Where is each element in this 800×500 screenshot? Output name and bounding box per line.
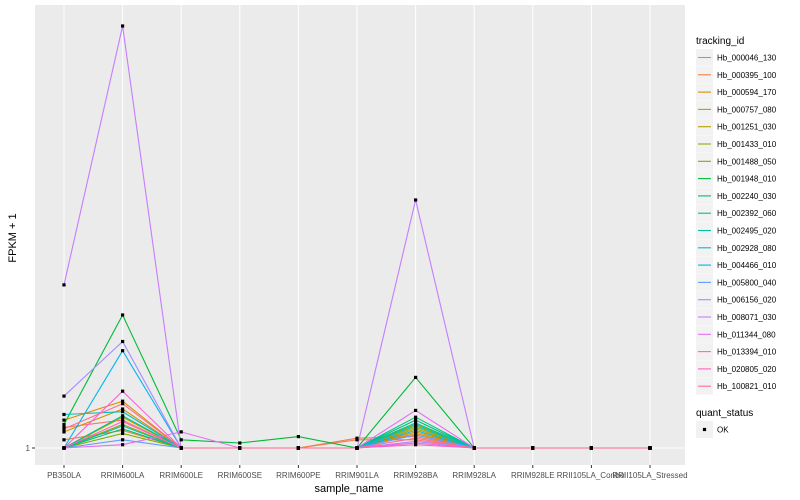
data-point (414, 375, 418, 379)
legend-label: Hb_011344_080 (717, 330, 776, 339)
legend-label: Hb_005800_040 (717, 278, 777, 287)
data-point (121, 24, 125, 28)
data-point (355, 436, 359, 440)
legend-label: Hb_013394_010 (717, 348, 777, 357)
y-tick-label: 1 (26, 444, 31, 453)
data-point (62, 412, 66, 417)
x-tick-label: RRIM928LA (452, 471, 496, 480)
data-point (121, 443, 125, 447)
data-point (121, 349, 125, 353)
shape-legend-title: quant_status (696, 408, 753, 419)
y-axis-title: FPKM + 1 (7, 213, 19, 262)
data-point (414, 418, 418, 422)
x-tick-label: RRIM600LA (101, 471, 145, 480)
data-point (121, 419, 125, 424)
data-point (121, 438, 125, 442)
x-axis-ticks: PB350LA RRIM600LA RRIM600LE RRIM600SE RRIM60… (47, 465, 688, 480)
data-point (414, 415, 418, 419)
data-point (62, 430, 66, 434)
data-point (414, 198, 418, 202)
data-point (121, 313, 125, 317)
shape-legend-label: OK (717, 426, 729, 435)
data-point (62, 438, 66, 442)
data-point (414, 428, 418, 432)
data-point (355, 446, 359, 450)
legend-label: Hb_000757_080 (717, 105, 777, 114)
data-point (179, 438, 183, 442)
legend-label: Hb_000395_100 (717, 71, 777, 80)
data-point (238, 446, 242, 450)
x-tick-label: RRII105LA_Stressed (612, 471, 687, 480)
x-tick-label: RRIM928BA (393, 471, 438, 480)
legend: tracking_id Hb_000046_130 Hb_000395_100 Hb… (696, 36, 777, 438)
legend-label: Hb_001488_050 (717, 157, 777, 166)
legend-label: Hb_004466_010 (717, 261, 777, 270)
plot-panel (35, 5, 685, 465)
x-tick-label: PB350LA (47, 471, 81, 480)
data-point (62, 422, 66, 426)
gridlines (35, 5, 685, 465)
legend-label: Hb_002928_080 (717, 244, 777, 253)
y-axis-ticks: 1 (26, 444, 35, 453)
data-point (121, 407, 125, 411)
legend-label: Hb_100821_010 (717, 382, 777, 391)
data-point (414, 436, 418, 440)
data-point (121, 389, 125, 393)
x-tick-label: RRII105LA_Control (557, 471, 627, 480)
data-point (414, 443, 418, 447)
data-point (648, 446, 652, 450)
data-point (121, 402, 125, 406)
data-point (62, 418, 66, 422)
x-tick-label: RRIM600PE (276, 471, 320, 480)
data-point (472, 446, 476, 450)
data-point (238, 441, 242, 445)
data-point (121, 410, 125, 414)
legend-label: Hb_001251_030 (717, 123, 777, 132)
data-point (414, 408, 418, 412)
data-point (62, 427, 66, 431)
data-point (296, 435, 300, 439)
data-point (414, 421, 418, 425)
legend-label: Hb_001433_010 (717, 140, 777, 149)
data-point (121, 427, 125, 431)
data-point (414, 433, 418, 437)
data-point (62, 446, 66, 450)
data-point (589, 446, 593, 450)
x-tick-label: RRIM901LA (335, 471, 379, 480)
legend-label: Hb_000046_130 (717, 54, 777, 63)
data-point (62, 283, 66, 287)
data-point (121, 414, 125, 418)
data-points (62, 24, 652, 450)
legend-label: Hb_002392_060 (717, 209, 777, 218)
data-point (531, 446, 535, 450)
data-point (121, 339, 125, 344)
legend-label: Hb_000594_170 (717, 88, 777, 97)
legend-label: Hb_001948_010 (717, 175, 777, 184)
data-point (179, 446, 183, 450)
data-point (121, 399, 125, 403)
legend-title: tracking_id (696, 36, 744, 47)
legend-label: Hb_002495_020 (717, 227, 777, 236)
data-point (121, 424, 125, 428)
legend-label: Hb_006156_020 (717, 296, 777, 305)
legend-label: Hb_008071_030 (717, 313, 777, 322)
x-tick-label: RRIM600SE (218, 471, 262, 480)
data-point (414, 424, 418, 428)
shape-legend-point (702, 427, 707, 432)
x-tick-label: RRIM600LE (159, 471, 203, 480)
data-point (62, 394, 66, 398)
data-point (296, 446, 300, 450)
legend-label: Hb_020805_020 (717, 365, 777, 374)
x-axis-title: sample_name (314, 483, 383, 495)
data-point (179, 430, 183, 434)
x-tick-label: RRIM928LE (511, 471, 555, 480)
data-point (121, 431, 125, 436)
legend-label: Hb_002240_030 (717, 192, 777, 201)
data-point (414, 441, 418, 445)
